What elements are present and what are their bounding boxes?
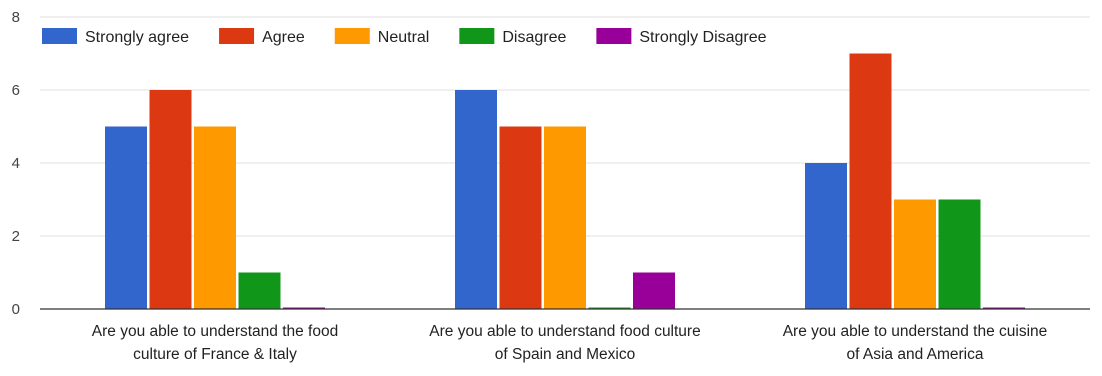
bar	[149, 90, 192, 309]
legend-swatch	[334, 28, 370, 44]
bar	[455, 90, 497, 309]
legend-swatch	[219, 28, 255, 44]
y-tick-label: 8	[12, 9, 20, 26]
x-category-label: culture of France & Italy	[133, 346, 297, 363]
bar	[283, 307, 325, 309]
bars	[105, 53, 1025, 309]
x-category-label: Are you able to understand the food	[92, 323, 338, 340]
legend: Strongly agree Agree Neutral Disagree Strong…	[42, 28, 767, 46]
x-category-label: of Asia and America	[847, 346, 984, 363]
bar	[105, 126, 147, 309]
axes: 0 2 4 6 8 Are you able to understand the food…	[12, 9, 1090, 363]
bar	[633, 272, 675, 309]
bar	[894, 199, 936, 309]
bar	[194, 126, 236, 309]
y-tick-label: 0	[12, 301, 20, 318]
y-tick-label: 6	[12, 82, 20, 99]
x-category-label: Are you able to understand food culture	[429, 323, 700, 340]
bar	[238, 272, 281, 309]
y-tick-label: 2	[12, 228, 20, 245]
legend-entry-label: Neutral	[378, 29, 430, 46]
x-category-label: of Spain and Mexico	[495, 346, 635, 363]
y-tick-label: 4	[12, 155, 20, 172]
bar	[499, 126, 542, 309]
bar	[805, 163, 847, 309]
legend-swatch	[459, 28, 495, 44]
legend-entry-label: Strongly Disagree	[639, 29, 766, 46]
legend-swatch	[596, 28, 632, 44]
legend-entry-label: Disagree	[502, 29, 566, 46]
bar	[588, 307, 631, 309]
bar	[938, 199, 981, 309]
bar	[849, 53, 892, 309]
legend-entry-label: Agree	[262, 29, 305, 46]
bar	[544, 126, 586, 309]
legend-swatch	[42, 28, 77, 44]
bar	[983, 307, 1025, 309]
x-category-label: Are you able to understand the cuisine	[783, 323, 1048, 340]
legend-entry-label: Strongly agree	[85, 29, 189, 46]
